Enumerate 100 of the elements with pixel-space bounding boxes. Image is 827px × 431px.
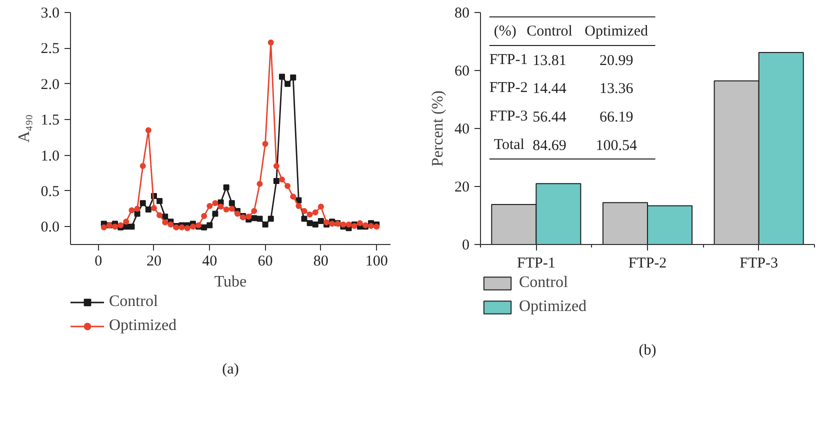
annotation: FTP-2 bbox=[489, 80, 528, 96]
annotation: FTP-1 bbox=[489, 52, 528, 68]
point bbox=[162, 219, 168, 226]
point bbox=[168, 222, 174, 228]
point bbox=[145, 127, 152, 134]
point bbox=[145, 206, 152, 213]
y-tick-label: 1.0 bbox=[40, 148, 60, 164]
point bbox=[234, 210, 240, 217]
x-tick-label: FTP-2 bbox=[628, 256, 667, 272]
annotation: FTP-3 bbox=[489, 108, 528, 125]
point bbox=[312, 209, 318, 216]
annotation: 13.81 bbox=[532, 52, 566, 69]
point bbox=[278, 176, 285, 183]
y-tick-label: 80 bbox=[454, 6, 470, 22]
point bbox=[284, 80, 291, 87]
annotation: Control bbox=[526, 23, 572, 40]
x-tick-label: 40 bbox=[202, 254, 218, 270]
point bbox=[251, 208, 258, 214]
point bbox=[268, 216, 274, 222]
point bbox=[201, 212, 208, 219]
annotation: 20.99 bbox=[599, 52, 634, 69]
point bbox=[318, 204, 324, 210]
point bbox=[262, 140, 268, 147]
point bbox=[212, 210, 218, 217]
point bbox=[296, 202, 302, 209]
point bbox=[346, 222, 352, 228]
point bbox=[190, 224, 196, 230]
point bbox=[218, 204, 224, 210]
point bbox=[306, 212, 313, 218]
annotation: 66.19 bbox=[599, 110, 634, 126]
point bbox=[273, 178, 280, 184]
y-axis-title: A₄₉₀ bbox=[16, 114, 33, 143]
point bbox=[290, 194, 296, 200]
y-tick-label: 60 bbox=[454, 64, 470, 80]
point bbox=[262, 222, 268, 228]
point bbox=[206, 202, 213, 209]
annotation: 13.36 bbox=[599, 81, 634, 98]
point bbox=[246, 214, 252, 220]
annotation: (%) bbox=[494, 23, 516, 40]
point bbox=[150, 205, 157, 212]
y-tick-label: 2.0 bbox=[40, 76, 60, 93]
point bbox=[134, 210, 140, 217]
point bbox=[312, 222, 318, 228]
point bbox=[306, 220, 313, 226]
point bbox=[290, 74, 296, 80]
x-tick-label: 100 bbox=[365, 254, 388, 270]
point bbox=[156, 198, 163, 204]
point bbox=[223, 184, 230, 190]
point bbox=[301, 216, 308, 222]
point bbox=[100, 224, 107, 230]
y-tick-label: 40 bbox=[454, 122, 470, 138]
point bbox=[318, 218, 324, 224]
point bbox=[256, 180, 263, 187]
text: (a) bbox=[222, 362, 239, 378]
y-tick-label: 0.0 bbox=[40, 220, 60, 236]
point bbox=[301, 208, 308, 214]
point bbox=[212, 200, 218, 206]
y-tick-label: 0 bbox=[462, 238, 470, 254]
annotation: 100.54 bbox=[596, 138, 638, 154]
y-tick-label: 20 bbox=[454, 180, 470, 196]
x-tick-label: 20 bbox=[146, 254, 162, 270]
point bbox=[368, 222, 374, 229]
point bbox=[128, 207, 135, 214]
point bbox=[112, 224, 118, 230]
y-tick-label: 2.5 bbox=[40, 41, 60, 58]
point bbox=[206, 222, 213, 228]
x-tick-label: 0 bbox=[94, 254, 102, 270]
point bbox=[256, 216, 263, 222]
legend-label: Optimized bbox=[109, 317, 177, 335]
y-tick-label: 0.5 bbox=[40, 184, 60, 200]
point bbox=[162, 214, 168, 220]
point bbox=[134, 206, 140, 212]
point bbox=[284, 182, 291, 189]
point bbox=[268, 39, 274, 46]
text: (b) bbox=[638, 342, 656, 358]
x-tick-label: FTP-1 bbox=[516, 256, 556, 272]
legend-label: Control bbox=[109, 293, 158, 311]
annotation: 56.44 bbox=[532, 110, 567, 126]
x-tick-label: 60 bbox=[258, 254, 273, 270]
point bbox=[140, 200, 146, 206]
x-tick-label: 80 bbox=[313, 254, 328, 270]
point bbox=[123, 218, 130, 225]
point bbox=[201, 224, 208, 230]
y-axis-title: Percent (%) bbox=[430, 90, 446, 166]
point bbox=[156, 212, 163, 218]
annotation: 14.44 bbox=[532, 81, 567, 98]
point bbox=[128, 224, 135, 230]
point bbox=[140, 162, 146, 169]
x-axis-title: Tube bbox=[214, 274, 247, 290]
legend-label: Optimized bbox=[519, 298, 587, 316]
y-tick-label: 3.0 bbox=[40, 6, 60, 22]
point bbox=[374, 224, 380, 230]
point bbox=[228, 200, 235, 206]
annotation: Optimized bbox=[584, 23, 648, 40]
annotation: Total bbox=[494, 137, 524, 154]
point bbox=[228, 206, 235, 212]
point bbox=[324, 219, 330, 226]
legend-label: Control bbox=[519, 274, 568, 292]
point bbox=[278, 74, 285, 80]
point bbox=[273, 162, 280, 169]
